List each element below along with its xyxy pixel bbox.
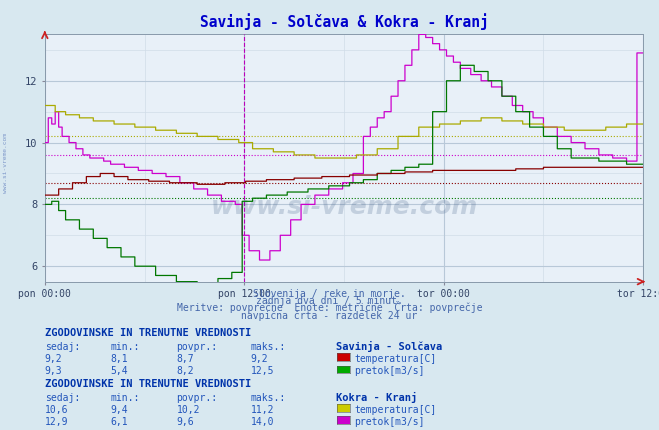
Text: 8,7: 8,7 [177,354,194,364]
Text: 9,3: 9,3 [45,366,63,376]
Text: www.si-vreme.com: www.si-vreme.com [210,196,478,219]
Text: 9,6: 9,6 [177,417,194,427]
Text: 14,0: 14,0 [250,417,274,427]
Text: zadnja dva dni / 5 minut.: zadnja dva dni / 5 minut. [256,296,403,306]
Text: 12,9: 12,9 [45,417,69,427]
Text: sedaj:: sedaj: [45,342,80,352]
Text: 11,2: 11,2 [250,405,274,415]
Text: maks.:: maks.: [250,342,285,352]
Text: 8,1: 8,1 [111,354,129,364]
Text: pretok[m3/s]: pretok[m3/s] [355,417,425,427]
Text: 9,2: 9,2 [250,354,268,364]
Title: Savinja - Solčava & Kokra - Kranj: Savinja - Solčava & Kokra - Kranj [200,14,488,31]
Text: temperatura[C]: temperatura[C] [355,354,437,364]
Text: 9,4: 9,4 [111,405,129,415]
Text: povpr.:: povpr.: [177,342,217,352]
Text: 9,2: 9,2 [45,354,63,364]
Text: 8,2: 8,2 [177,366,194,376]
Text: 10,6: 10,6 [45,405,69,415]
Text: Slovenija / reke in morje.: Slovenija / reke in morje. [253,289,406,299]
Text: www.si-vreme.com: www.si-vreme.com [3,133,8,194]
Text: 10,2: 10,2 [177,405,200,415]
Text: min.:: min.: [111,393,140,403]
Text: povpr.:: povpr.: [177,393,217,403]
Text: navpična črta - razdelek 24 ur: navpična črta - razdelek 24 ur [241,310,418,321]
Text: temperatura[C]: temperatura[C] [355,405,437,415]
Text: 12,5: 12,5 [250,366,274,376]
Text: ZGODOVINSKE IN TRENUTNE VREDNOSTI: ZGODOVINSKE IN TRENUTNE VREDNOSTI [45,328,251,338]
Text: pretok[m3/s]: pretok[m3/s] [355,366,425,376]
Text: sedaj:: sedaj: [45,393,80,403]
Text: Savinja - Solčava: Savinja - Solčava [336,341,442,352]
Text: Kokra - Kranj: Kokra - Kranj [336,392,417,403]
Text: Meritve: povprečne  Enote: metrične  Črta: povprečje: Meritve: povprečne Enote: metrične Črta:… [177,301,482,313]
Text: ZGODOVINSKE IN TRENUTNE VREDNOSTI: ZGODOVINSKE IN TRENUTNE VREDNOSTI [45,379,251,389]
Text: 5,4: 5,4 [111,366,129,376]
Text: 6,1: 6,1 [111,417,129,427]
Text: min.:: min.: [111,342,140,352]
Text: maks.:: maks.: [250,393,285,403]
